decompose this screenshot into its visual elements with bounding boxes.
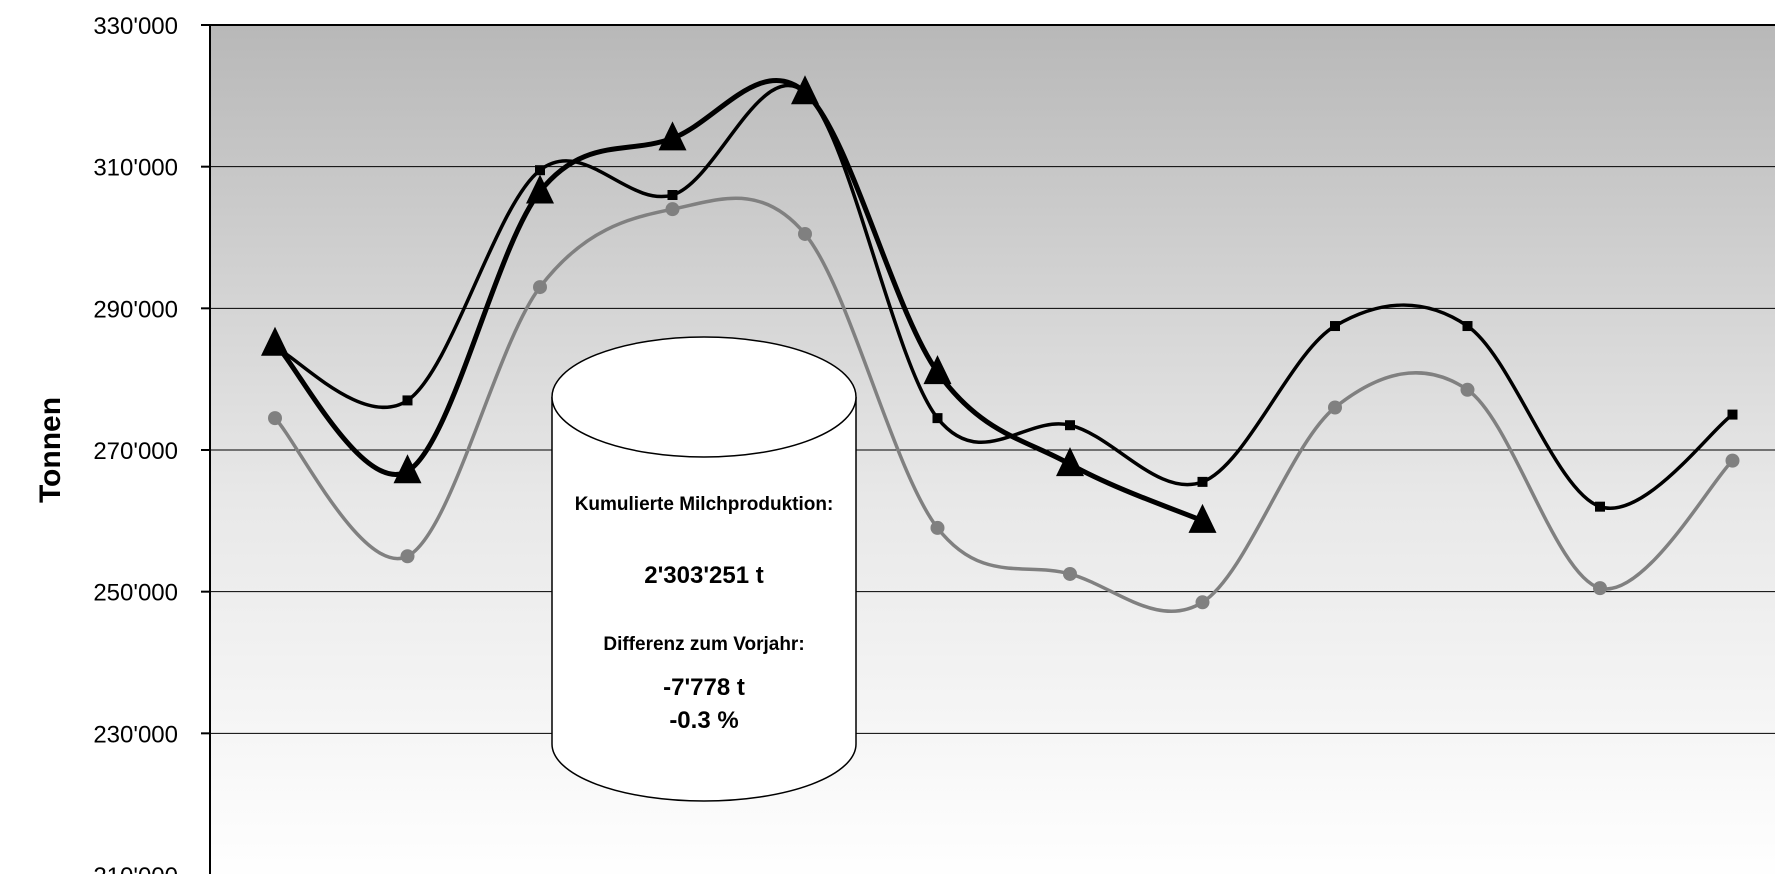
circle-marker [1195,595,1210,610]
triangle-marker [791,75,819,105]
square-marker [402,395,413,406]
series-line [273,196,1734,614]
circle-marker [400,549,415,564]
triangle-marker [526,174,554,204]
difference-label: Differenz zum Vorjahr: [603,634,804,655]
circle-marker [533,280,547,295]
circle-marker [268,411,282,426]
square-marker [932,413,943,424]
square-marker [1462,321,1473,332]
square-marker [1727,409,1738,420]
square-marker [1197,476,1208,487]
y-tick-label: 310'000 [93,155,178,182]
series-triangle [261,75,1217,533]
triangle-marker [261,326,289,356]
circle-marker [798,226,812,241]
y-tick-label: 210'000 [93,863,178,874]
square-marker [1595,501,1605,512]
series-square [270,83,1738,512]
series-layer [261,75,1740,614]
circle-marker [1328,400,1342,415]
circle-marker [930,520,945,535]
y-tick-label: 290'000 [93,296,178,323]
circle-marker [1593,581,1607,596]
y-tick-label: 270'000 [93,438,178,465]
triangle-marker [658,121,687,151]
triangle-marker [1188,503,1217,533]
circle-marker [1725,453,1740,468]
square-marker [1065,420,1075,431]
triangle-marker [1056,447,1084,477]
y-tick-label: 330'000 [93,13,178,40]
square-marker [667,190,678,200]
cumulative-production-cylinder: Kumulierte Milchproduktion: 2'303'251 t … [551,336,857,802]
series-circle [268,196,1740,614]
square-marker [1330,321,1340,332]
cumulative-label: Kumulierte Milchproduktion: [575,494,834,515]
y-axis-ticks: 210'000 230'000 250'000 270'000 290'000 310'0… [93,13,210,874]
y-tick-label: 250'000 [93,580,178,607]
circle-marker [1063,566,1077,581]
series-line [273,77,1204,524]
circle-marker [665,202,680,217]
y-axis-title: Tonnen [34,397,67,503]
difference-value-tonnes: -7'778 t [663,674,745,701]
triangle-marker [393,454,422,484]
y-tick-label: 230'000 [93,721,178,748]
series-line [274,83,1734,511]
cumulative-value: 2'303'251 t [644,562,764,589]
difference-value-percent: -0.3 % [669,707,738,734]
triangle-marker [923,355,952,385]
cylinder-body [551,397,857,802]
square-marker [535,165,545,176]
cylinder-top [551,336,857,458]
circle-marker [1460,382,1475,397]
